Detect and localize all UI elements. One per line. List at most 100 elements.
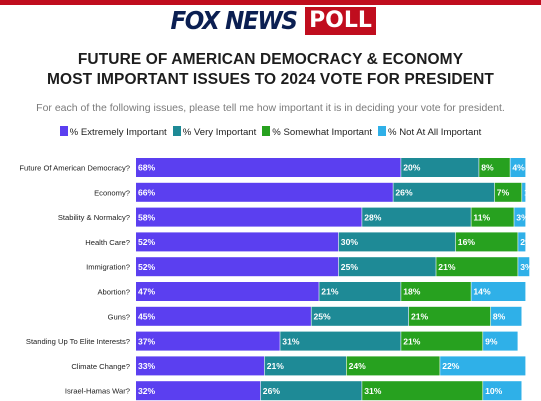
bar-value-label: 47%: [138, 287, 156, 297]
bar-value-label: 24%: [349, 361, 367, 371]
bar-segment: [311, 306, 409, 326]
bar-segment: [136, 381, 261, 401]
category-label: Economy?: [94, 188, 130, 197]
stacked-bar-chart: Future Of American Democracy? 68% 20% 8% 4% E…: [19, 158, 537, 401]
bar-value-label: 45%: [138, 312, 156, 322]
top-brand-bar: [0, 0, 541, 5]
bar-segment: [471, 282, 526, 301]
bar-value-label: 37%: [138, 336, 156, 346]
category-label: Immigration?: [86, 263, 130, 272]
legend-item: % Very Important: [172, 126, 257, 138]
bar-segment: [522, 182, 526, 202]
bar-segment: [362, 381, 483, 401]
legend-item: % Not At All Important: [378, 126, 481, 138]
bar-value-label: 52%: [138, 262, 156, 272]
legend-label: % Extremely Important: [69, 127, 167, 138]
bar-segment: [471, 207, 514, 227]
bar-value-label: 31%: [364, 386, 382, 396]
legend-label: % Very Important: [182, 127, 257, 138]
bar-value-label: 33%: [138, 361, 156, 371]
bar-segment: [409, 306, 491, 326]
bar-value-label: 52%: [138, 237, 156, 247]
chart-legend: % Extremely Important % Very Important % S…: [0, 126, 541, 138]
bar-segment: [490, 306, 522, 326]
category-label: Health Care?: [85, 238, 130, 247]
category-label: Abortion?: [97, 288, 130, 297]
bar-segment: [483, 381, 522, 401]
fox-news-poll-logo: FOX NEWS POLL: [0, 6, 541, 38]
bar-value-label: 28%: [364, 212, 382, 222]
chart-title-line-2: MOST IMPORTANT ISSUES TO 2024 VOTE FOR P…: [47, 71, 494, 88]
bar-segment: [136, 306, 311, 326]
bar-value-label: 14%: [473, 287, 491, 297]
bar-value-label: 10%: [485, 386, 503, 396]
logo-poll-badge: POLL: [305, 7, 376, 35]
bar-segment: [401, 158, 479, 177]
bar-value-label: 18%: [403, 287, 421, 297]
legend-swatch: [262, 126, 271, 136]
bar-value-label: 31%: [282, 336, 300, 346]
bar-segment: [494, 182, 522, 202]
bar-value-label: 3%: [520, 262, 533, 272]
bar-value-label: 4%: [512, 163, 525, 173]
category-label: Future Of American Democracy?: [19, 164, 130, 173]
bar-segment: [436, 257, 518, 277]
category-label: Guns?: [108, 312, 130, 321]
bar-segment: [483, 331, 518, 351]
bar-value-label: 16%: [458, 237, 476, 247]
bar-segment: [280, 331, 401, 351]
bar-segment: [136, 356, 265, 376]
bar-value-label: 8%: [481, 163, 494, 173]
bar-value-label: 3%: [516, 212, 529, 222]
bar-value-label: 26%: [395, 188, 413, 198]
bar-value-label: 68%: [138, 163, 156, 173]
bar-segment: [510, 158, 526, 177]
bar-value-label: 11%: [473, 212, 490, 222]
bar-segment: [401, 331, 483, 351]
chart-subtitle: For each of the following issues, please…: [36, 102, 505, 114]
bar-segment: [455, 232, 518, 252]
bar-value-label: 22%: [442, 361, 460, 371]
bar-value-label: 21%: [321, 287, 339, 297]
legend-swatch: [59, 126, 68, 136]
bar-segment: [136, 207, 362, 227]
legend-label: % Somewhat Important: [272, 127, 373, 138]
bar-value-label: 58%: [138, 212, 156, 222]
bar-segment: [319, 282, 401, 301]
bar-segment: [136, 158, 401, 177]
bar-value-label: 21%: [438, 262, 456, 272]
bar-value-label: 21%: [403, 336, 421, 346]
bar-value-label: 9%: [485, 336, 498, 346]
bar-segment: [338, 257, 436, 277]
category-label: Stability & Normalcy?: [58, 213, 130, 222]
category-label: Climate Change?: [71, 362, 130, 371]
bar-segment: [518, 257, 530, 277]
bar-segment: [479, 158, 510, 177]
bar-value-label: 7%: [497, 188, 510, 198]
bar-segment: [440, 356, 526, 376]
bar-value-label: 66%: [138, 188, 156, 198]
bar-segment: [346, 356, 440, 376]
bar-value-label: 32%: [138, 386, 156, 396]
bar-value-label: 21%: [411, 312, 429, 322]
bar-value-label: 25%: [341, 262, 359, 272]
bar-segment: [514, 207, 526, 227]
category-label: Israel-Hamas War?: [65, 387, 130, 396]
legend-swatch: [378, 126, 387, 136]
bar-segment: [260, 381, 362, 401]
bar-value-label: 30%: [341, 237, 359, 247]
bar-segment: [401, 282, 471, 301]
bar-segment: [136, 182, 393, 202]
legend-item: % Extremely Important: [59, 126, 167, 138]
bar-segment: [362, 207, 471, 227]
bar-segment: [136, 232, 339, 252]
legend-swatch: [172, 126, 181, 136]
bar-value-label: 25%: [314, 312, 332, 322]
bar-segment: [393, 182, 495, 202]
legend-label: % Not At All Important: [388, 127, 482, 138]
bar-value-label: 2%: [520, 237, 533, 247]
bar-segment: [136, 282, 319, 301]
bar-value-label: 21%: [267, 361, 285, 371]
bar-segment: [264, 356, 346, 376]
bar-value-label: 1%: [524, 188, 537, 198]
